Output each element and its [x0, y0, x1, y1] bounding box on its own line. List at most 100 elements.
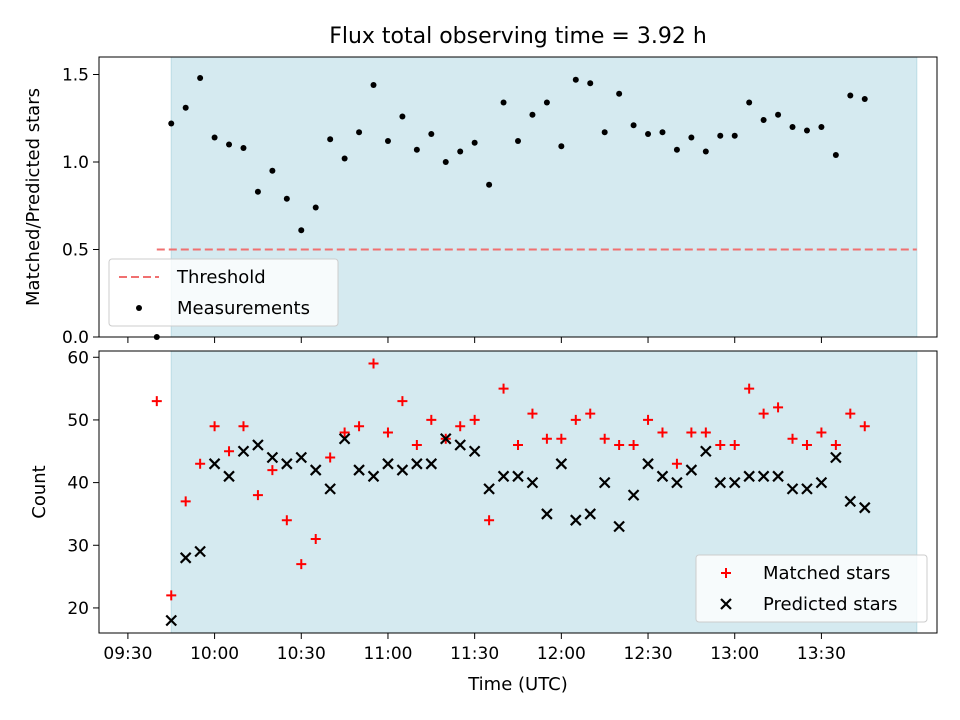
measurement-point — [486, 181, 493, 188]
matched-star-point — [556, 433, 567, 444]
predicted-star-point — [425, 458, 438, 470]
predicted-star-point — [468, 445, 481, 458]
predicted-star-point — [266, 451, 279, 464]
measurement-point — [760, 117, 767, 123]
y-tick-label: 20 — [67, 599, 89, 619]
matched-star-point — [238, 421, 249, 432]
measurement-point — [587, 80, 594, 87]
matched-star-point — [209, 421, 220, 432]
matched-star-point — [180, 496, 191, 507]
matched-star-point — [455, 421, 466, 432]
measurement-point — [746, 99, 753, 106]
legend-matched-label: Matched stars — [763, 563, 890, 584]
matched-star-point — [382, 427, 393, 438]
legend-box — [108, 258, 339, 327]
legend-matched-swatch — [721, 568, 731, 578]
measurement-point — [659, 129, 666, 136]
measurement-point — [572, 76, 579, 83]
predicted-star-point — [786, 483, 799, 495]
measurement-point — [226, 141, 233, 148]
measurement-point — [168, 120, 175, 127]
matched-star-point — [252, 490, 263, 501]
matched-star-point — [671, 458, 682, 469]
matched-star-point — [816, 427, 827, 438]
predicted-star-point — [483, 483, 495, 495]
legend-measurement-label: Measurements — [177, 298, 310, 319]
measurement-point — [356, 129, 363, 136]
matched-star-point — [845, 408, 856, 419]
matched-star-point — [469, 414, 480, 425]
predicted-star-point — [570, 514, 582, 526]
measurement-point — [645, 131, 652, 137]
ratio-axes-frame — [98, 56, 938, 338]
y-tick-label: 50 — [67, 411, 89, 431]
measurement-point — [312, 204, 319, 211]
predicted-star-point — [439, 432, 452, 445]
predicted-star-point — [801, 483, 813, 495]
measurement-point — [298, 227, 305, 234]
matched-star-point — [773, 402, 784, 413]
measurement-point — [775, 111, 782, 118]
predicted-star-point — [858, 501, 871, 514]
matched-star-point — [513, 440, 523, 450]
matched-star-point — [498, 383, 509, 394]
matched-star-point — [397, 396, 408, 407]
predicted-star-point — [815, 476, 828, 489]
predicted-star-point — [714, 476, 727, 489]
y-tick-label: 0.5 — [62, 241, 89, 261]
legend-predicted-swatch — [720, 598, 732, 610]
predicted-star-point — [772, 470, 784, 483]
measurement-point — [630, 122, 637, 129]
ratio-legend: Threshold Measurements — [108, 258, 339, 327]
matched-star-point — [787, 433, 798, 444]
matched-star-point — [570, 414, 581, 425]
matched-star-point — [541, 433, 552, 444]
x-tick-label: 11:00 — [363, 644, 412, 664]
measurement-point — [182, 104, 189, 111]
predicted-star-point — [223, 470, 235, 483]
matched-star-point — [527, 408, 538, 419]
measurement-point — [515, 138, 521, 144]
matched-star-point — [166, 590, 177, 601]
x-tick-label: 13:00 — [710, 644, 759, 664]
predicted-star-point — [584, 508, 597, 520]
predicted-star-point — [324, 483, 336, 495]
predicted-star-point — [338, 432, 351, 445]
predicted-star-point — [830, 451, 842, 464]
predicted-star-point — [555, 458, 568, 470]
matched-star-point — [700, 427, 711, 438]
measurement-point — [197, 75, 204, 81]
predicted-star-point — [194, 545, 206, 558]
x-tick-label: 12:00 — [537, 644, 586, 664]
x-tick-label: 09:30 — [103, 644, 152, 664]
matched-star-point — [585, 408, 596, 419]
ratio-panel: 0.0 0.5 1.0 1.5 Flux total observing time =… — [23, 24, 938, 348]
matched-star-point — [368, 358, 379, 369]
matched-star-point — [715, 440, 726, 450]
measurement-point — [601, 129, 608, 136]
measurement-point — [240, 145, 247, 151]
measurement-point — [731, 132, 738, 139]
measurement-point — [370, 82, 377, 88]
measurement-point — [457, 148, 464, 155]
ratio-y-axis-label: Matched/Predicted stars — [23, 88, 44, 306]
matched-star-point — [151, 396, 162, 407]
predicted-star-point — [367, 470, 380, 483]
predicted-star-point — [165, 614, 178, 627]
y-tick-label: 1.0 — [62, 153, 89, 173]
y-tick-label: 1.5 — [62, 66, 89, 86]
predicted-star-point — [671, 476, 683, 489]
measurement-point — [529, 111, 536, 118]
matched-star-point — [729, 440, 740, 450]
matched-star-point — [830, 440, 841, 450]
matched-star-point — [195, 458, 206, 469]
measurement-point — [341, 155, 348, 162]
measurement-point — [789, 124, 796, 130]
predicted-star-point — [541, 508, 553, 520]
predicted-star-point — [844, 495, 857, 508]
measurement-point — [702, 148, 709, 155]
matched-star-point — [339, 427, 350, 438]
predicted-star-point — [512, 470, 524, 483]
y-tick-label: 30 — [67, 536, 89, 556]
